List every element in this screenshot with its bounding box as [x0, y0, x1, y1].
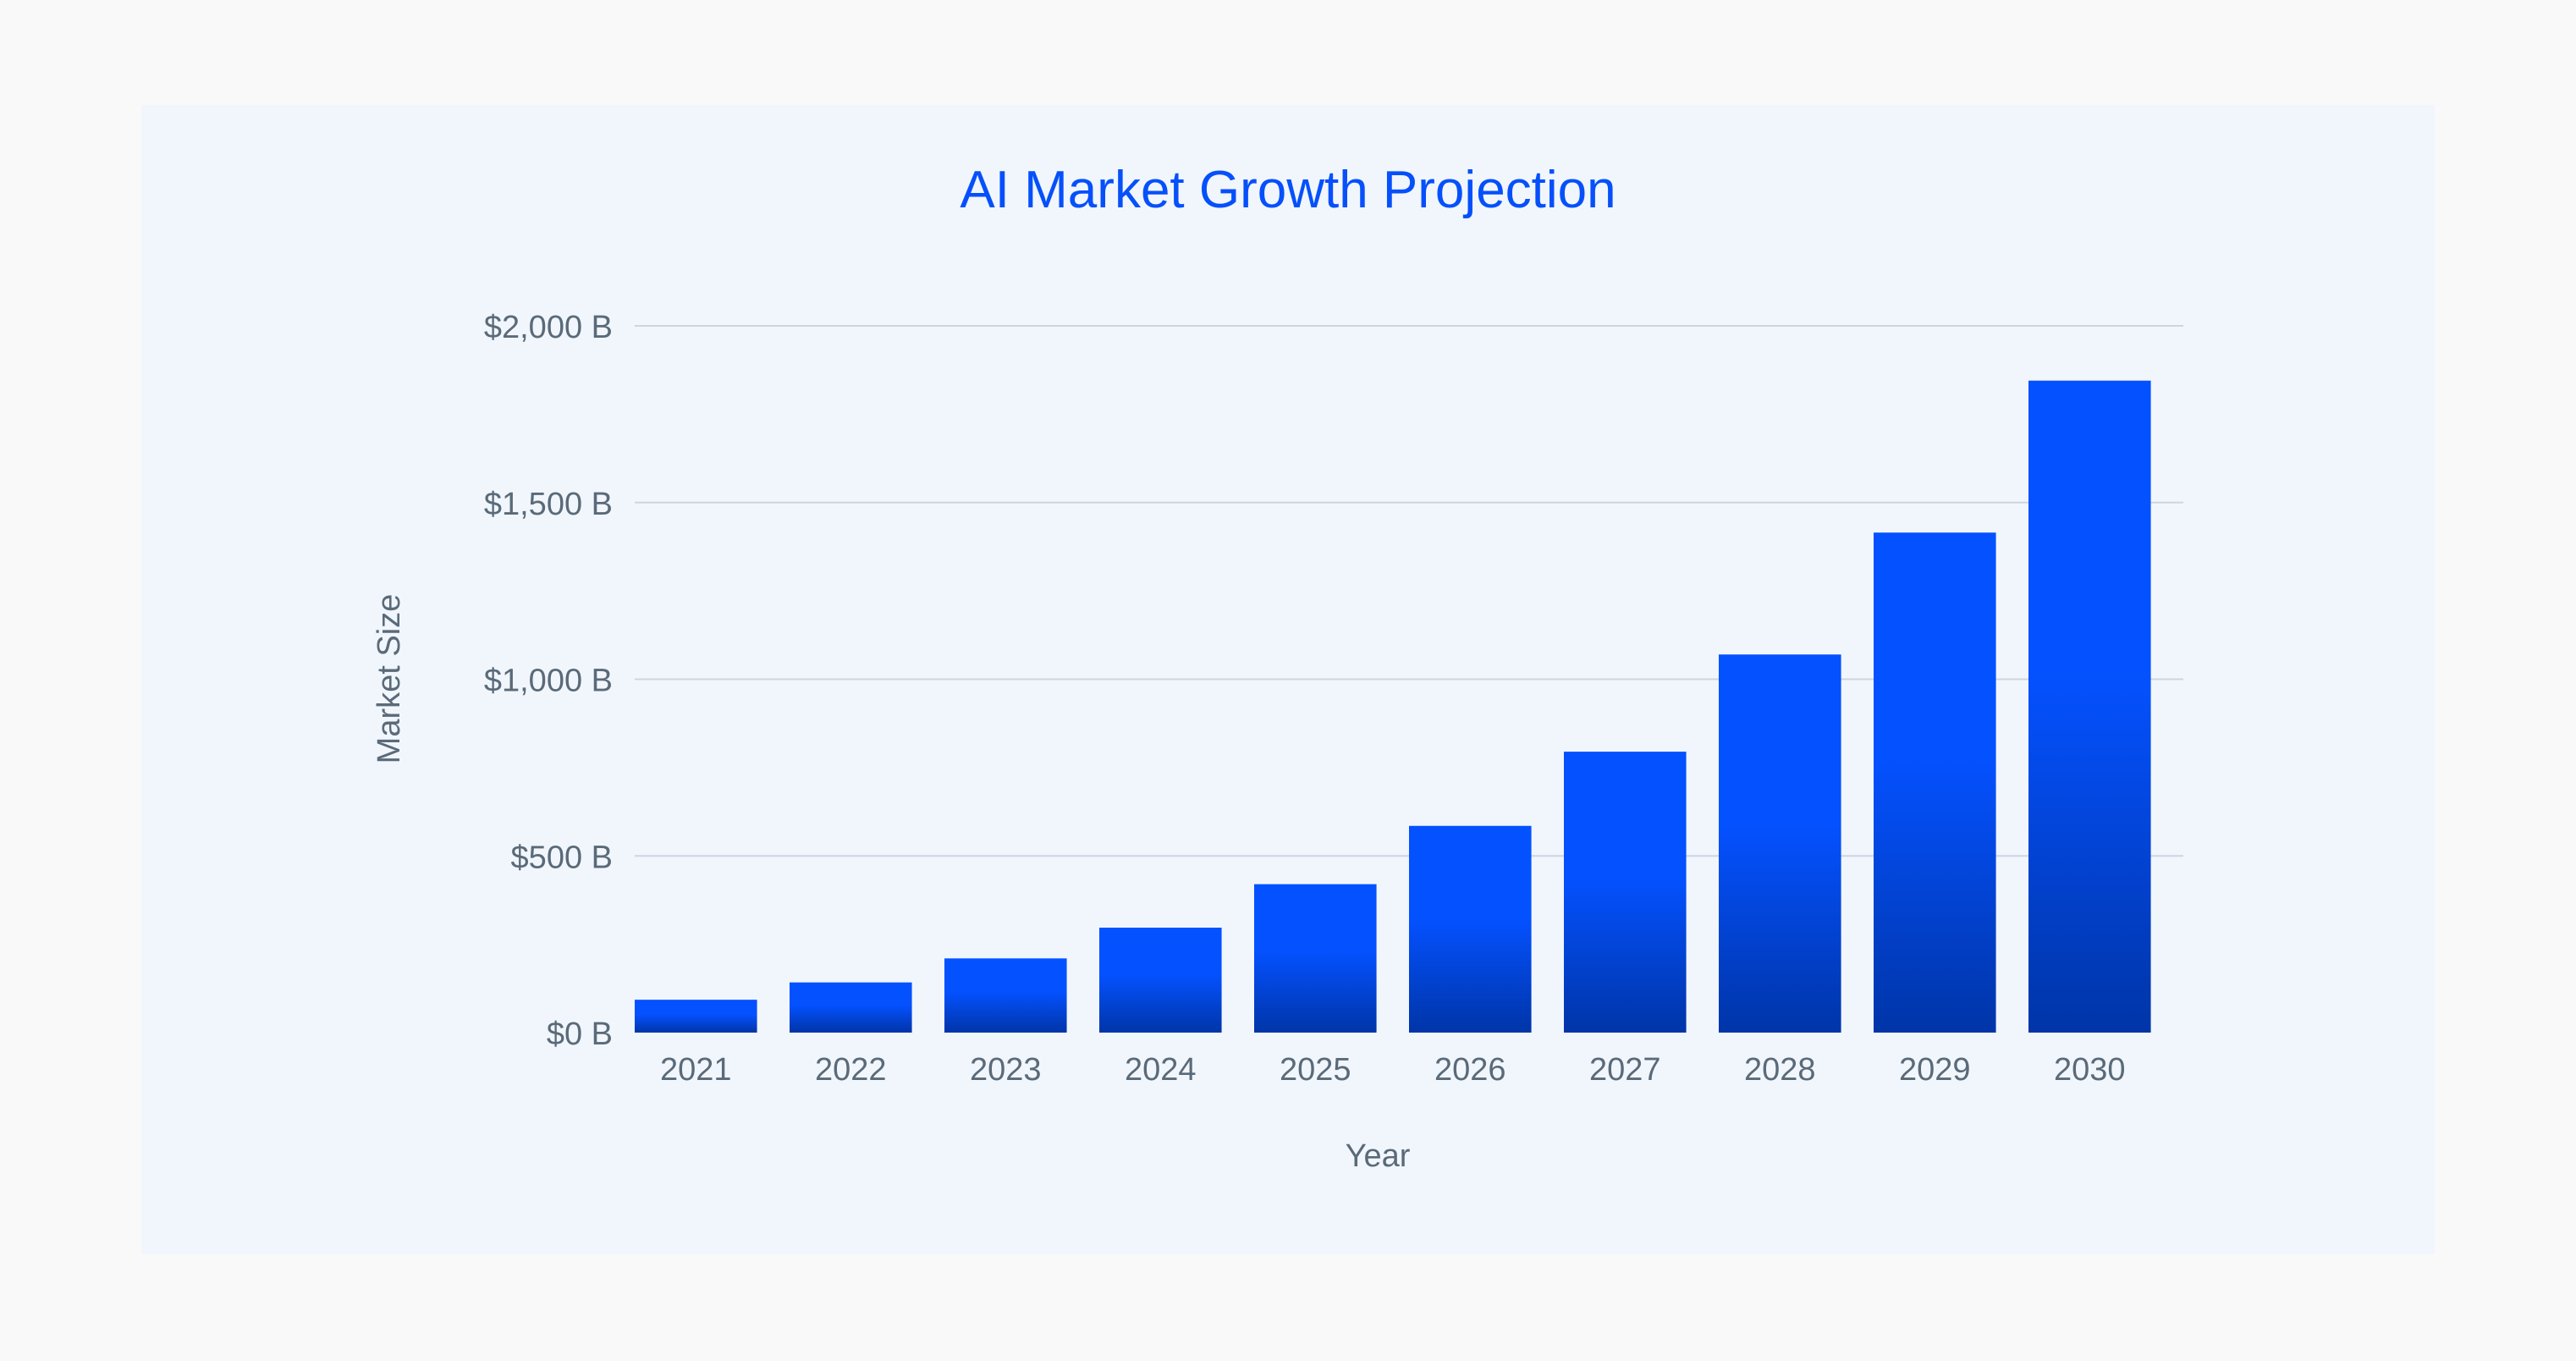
y-axis-label: Market Size	[372, 594, 407, 764]
bars	[635, 380, 2151, 1033]
bar-2023	[944, 958, 1067, 1033]
x-tick-label: 2025	[1280, 1052, 1351, 1088]
x-tick-label: 2027	[1589, 1052, 1661, 1088]
y-tick-label: $500 B	[511, 840, 613, 875]
x-tick-label: 2026	[1434, 1052, 1506, 1088]
bar-2022	[790, 982, 912, 1033]
x-tick-label: 2028	[1744, 1052, 1816, 1088]
bar-2028	[1719, 654, 1841, 1033]
y-tick-label: $1,500 B	[484, 487, 613, 522]
y-tick-label: $1,000 B	[484, 664, 613, 699]
x-axis-ticks: 2021 2022 2023 2024 2025 2026 2027 2028 2029 2030	[660, 1052, 2126, 1088]
x-tick-label: 2029	[1899, 1052, 1971, 1088]
x-tick-label: 2024	[1125, 1052, 1197, 1088]
bar-2021	[635, 1000, 757, 1033]
bar-2026	[1409, 825, 1532, 1033]
bar-2029	[1874, 532, 1996, 1033]
bar-2027	[1564, 752, 1687, 1033]
bar-2025	[1254, 884, 1377, 1033]
x-tick-label: 2023	[970, 1052, 1042, 1088]
y-tick-label: $2,000 B	[484, 310, 613, 345]
x-tick-label: 2022	[815, 1052, 887, 1088]
y-tick-label: $0 B	[547, 1017, 613, 1052]
x-tick-label: 2021	[660, 1052, 732, 1088]
x-axis-label: Year	[1346, 1138, 1411, 1174]
x-tick-label: 2030	[2054, 1052, 2126, 1088]
bar-2030	[2028, 380, 2151, 1033]
y-axis-ticks: $0 B $500 B $1,000 B $1,500 B $2,000 B	[484, 310, 613, 1052]
bar-2024	[1099, 928, 1222, 1033]
chart-title: AI Market Growth Projection	[960, 161, 1616, 219]
